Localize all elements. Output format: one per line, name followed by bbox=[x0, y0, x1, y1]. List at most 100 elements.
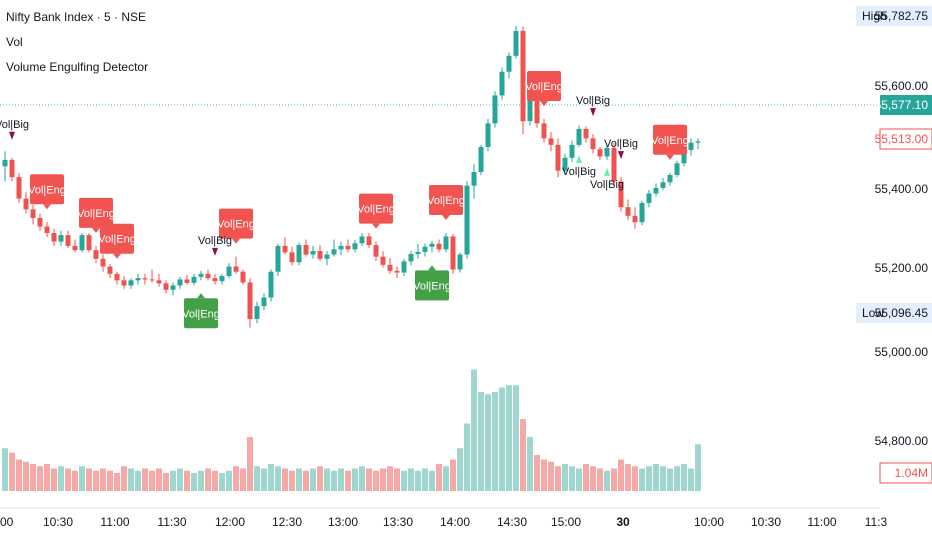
vol-big-label: Vol|Big bbox=[0, 119, 29, 131]
volume-bar bbox=[380, 468, 386, 491]
volume-bar bbox=[226, 470, 232, 491]
time-label: 12:30 bbox=[272, 515, 302, 529]
time-label: 10:30 bbox=[751, 515, 781, 529]
candle-body bbox=[338, 245, 344, 250]
bear-tag-pointer bbox=[232, 238, 240, 244]
volume-bar bbox=[16, 459, 22, 491]
high-value: 55,782.75 bbox=[875, 9, 929, 23]
candle-body bbox=[65, 235, 71, 246]
vol-big-up-marker bbox=[576, 155, 582, 163]
volume-bar bbox=[261, 468, 267, 491]
candle-body bbox=[394, 270, 400, 273]
candle-body bbox=[380, 256, 386, 265]
bear-engulf-label: Vol|Eng bbox=[98, 234, 136, 246]
volume-bar bbox=[534, 455, 540, 491]
candle-body bbox=[289, 252, 295, 263]
price-tick: 55,400.00 bbox=[875, 182, 929, 196]
volume-bar bbox=[317, 466, 323, 491]
volume-bar bbox=[296, 468, 302, 491]
candle-body bbox=[79, 235, 85, 251]
candle-body bbox=[695, 141, 701, 143]
vol-legend[interactable]: Vol bbox=[6, 35, 23, 49]
last-price-badge[interactable] bbox=[880, 95, 932, 115]
volume-bar bbox=[233, 466, 239, 491]
bear-tag-pointer bbox=[442, 215, 450, 220]
bear-tag-pointer bbox=[113, 253, 121, 259]
bull-engulf-label: Vol|Eng bbox=[182, 308, 220, 320]
candle-body bbox=[639, 202, 645, 223]
candle-body bbox=[226, 266, 232, 276]
close-price-badge[interactable] bbox=[879, 128, 932, 150]
candle-body bbox=[618, 181, 624, 208]
volume-bar bbox=[569, 466, 575, 491]
price-scale[interactable]: 55,600.00 55,400.00 55,200.00 55,000.00 … bbox=[856, 6, 932, 484]
candle-body bbox=[359, 236, 365, 244]
candle-body bbox=[520, 30, 526, 122]
candle-body bbox=[667, 174, 673, 183]
price-tick: 54,800.00 bbox=[875, 434, 929, 448]
vol-big-up-marker bbox=[604, 167, 610, 176]
vol-big-label: Vol|Big bbox=[198, 235, 232, 247]
time-label: 11:00 bbox=[807, 515, 836, 529]
candle-body bbox=[177, 279, 183, 286]
time-label: 11:00 bbox=[100, 515, 129, 529]
volume-bar bbox=[37, 466, 43, 491]
bear-engulf-label: Vol|Eng bbox=[77, 208, 115, 220]
volume-bar bbox=[366, 468, 372, 491]
vol-big-down-marker bbox=[212, 247, 218, 256]
candle-body bbox=[219, 276, 225, 282]
candle-body bbox=[261, 297, 267, 307]
volume-bar bbox=[58, 466, 64, 491]
candle-body bbox=[653, 187, 659, 194]
candle-body bbox=[527, 91, 533, 122]
volume-value: 1.04M bbox=[895, 466, 928, 480]
candle-body bbox=[646, 193, 652, 203]
volume-bar bbox=[583, 464, 589, 491]
bear-engulf-label: Vol|Eng bbox=[427, 195, 465, 207]
volume-bar bbox=[611, 468, 617, 491]
candle-body bbox=[247, 282, 253, 319]
bear-tag-pointer bbox=[372, 223, 380, 229]
candles bbox=[2, 25, 701, 328]
volume-bar bbox=[520, 419, 526, 491]
volume-badge[interactable] bbox=[879, 462, 932, 484]
volume-bar bbox=[72, 470, 78, 491]
candle-body bbox=[205, 273, 211, 279]
volume-bar bbox=[422, 468, 428, 491]
chart-title[interactable]: Nifty Bank Index · 5 · NSE bbox=[6, 10, 147, 24]
volume-bar bbox=[121, 466, 127, 491]
volume-bar bbox=[331, 470, 337, 491]
candle-body bbox=[464, 185, 470, 255]
volume-bar bbox=[513, 385, 519, 491]
volume-bar bbox=[604, 470, 610, 491]
high-label: High bbox=[862, 9, 887, 23]
volume-bar bbox=[499, 387, 505, 491]
candle-body bbox=[93, 250, 99, 259]
candle-body bbox=[569, 144, 575, 158]
volume-bar bbox=[457, 448, 463, 491]
bear-engulf-tag bbox=[100, 223, 134, 254]
time-label: 14:00 bbox=[440, 515, 470, 529]
volume-bar bbox=[345, 470, 351, 491]
candle-body bbox=[625, 207, 631, 216]
volume-bar bbox=[212, 470, 218, 491]
candle-body bbox=[142, 278, 148, 280]
volume-bar bbox=[324, 468, 330, 491]
candle-body bbox=[296, 245, 302, 263]
candle-body bbox=[275, 245, 281, 272]
volume-bar bbox=[576, 468, 582, 491]
bull-engulf-label: Vol|Eng bbox=[413, 280, 451, 292]
volume-bar bbox=[170, 470, 176, 491]
volume-bar bbox=[289, 470, 295, 491]
vol-big-label: Vol|Big bbox=[590, 179, 624, 191]
volume-bar bbox=[646, 466, 652, 491]
indicator-legend[interactable]: Volume Engulfing Detector bbox=[6, 60, 149, 74]
volume-bar bbox=[674, 466, 680, 491]
candle-body bbox=[310, 251, 316, 255]
time-axis[interactable]: :00 10:30 11:00 11:30 12:00 12:30 13:00 13:30 14… bbox=[0, 515, 888, 529]
high-value-bg bbox=[886, 6, 932, 26]
candle-body bbox=[198, 273, 204, 277]
volume-bar bbox=[135, 470, 141, 491]
